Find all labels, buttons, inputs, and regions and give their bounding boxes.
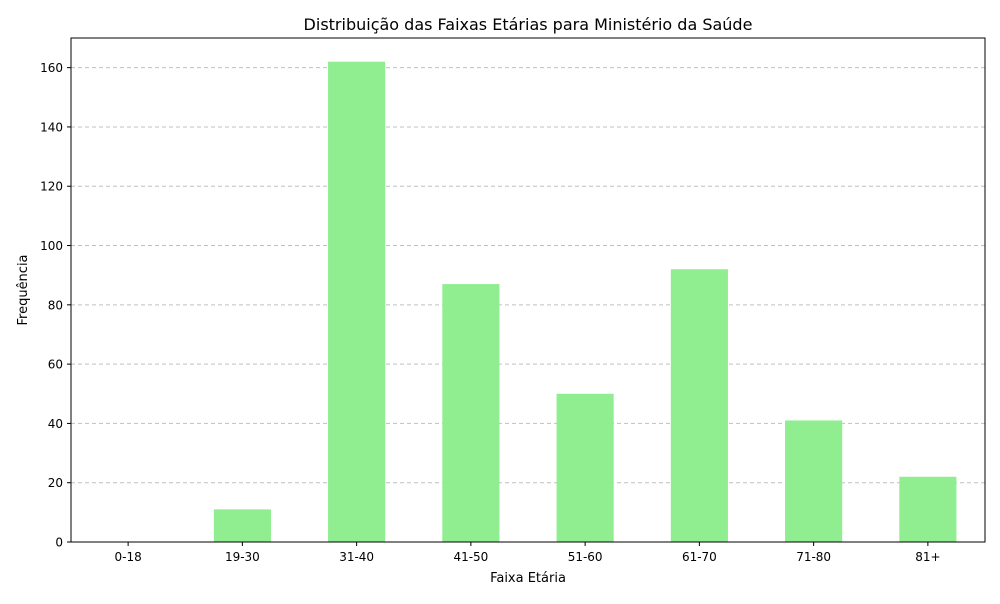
y-tick-label: 120: [40, 180, 63, 194]
x-tick-label: 81+: [915, 550, 940, 564]
x-tick-label: 0-18: [115, 550, 142, 564]
x-tick-label: 41-50: [453, 550, 488, 564]
x-tick-label: 61-70: [682, 550, 717, 564]
y-tick-label: 80: [48, 298, 63, 312]
bar-71-80: [785, 420, 843, 542]
y-tick-label: 20: [48, 476, 63, 490]
x-axis-label: Faixa Etária: [490, 571, 566, 586]
x-axis-ticks: 0-18 19-30 31-40 41-50 51-60 61-70 71-80 81+: [115, 542, 941, 564]
bar-31-40: [328, 61, 386, 542]
bars: [213, 61, 957, 542]
y-tick-label: 60: [48, 358, 63, 372]
y-tick-label: 0: [55, 536, 63, 550]
bar-81+: [899, 476, 957, 542]
y-tick-label: 140: [40, 120, 63, 134]
chart-title: Distribuição das Faixas Etárias para Min…: [304, 15, 753, 34]
x-tick-label: 71-80: [796, 550, 831, 564]
grid-lines: [71, 67, 985, 484]
x-tick-label: 51-60: [568, 550, 603, 564]
x-tick-label: 19-30: [225, 550, 260, 564]
y-tick-label: 160: [40, 61, 63, 75]
y-tick-label: 40: [48, 417, 63, 431]
bar-41-50: [442, 284, 500, 542]
bar-61-70: [670, 269, 728, 542]
y-axis-ticks: 0 20 40 60 80 100 120 140 160: [40, 61, 71, 550]
y-tick-label: 100: [40, 239, 63, 253]
plot-frame: [70, 37, 986, 543]
x-tick-label: 31-40: [339, 550, 374, 564]
bar-19-30: [213, 509, 271, 542]
y-axis-label: Frequência: [16, 254, 31, 325]
bar-51-60: [556, 393, 614, 542]
